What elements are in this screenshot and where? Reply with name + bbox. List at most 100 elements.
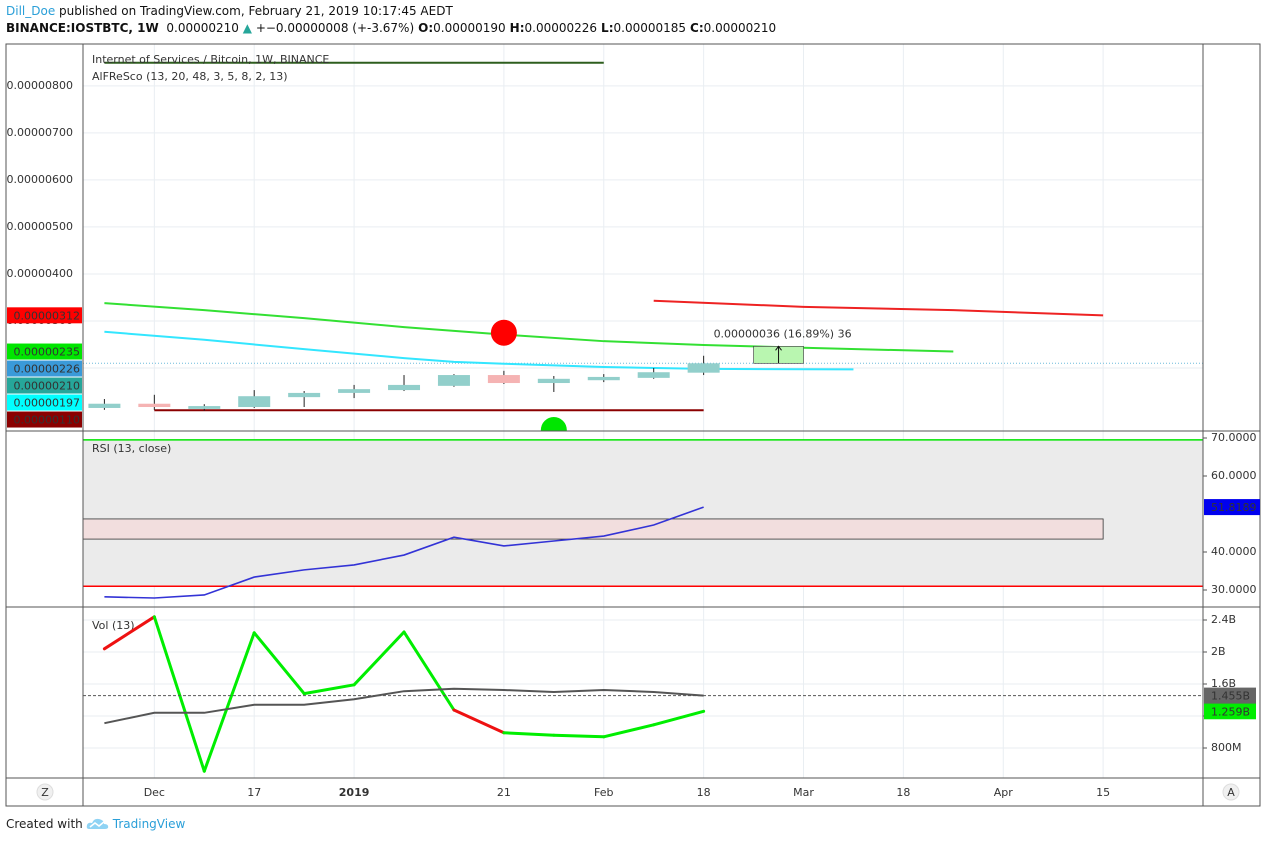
ohlc-item: O:0.00000190 (418, 21, 506, 35)
candle-body (437, 375, 470, 386)
ohlc-key: L: (601, 21, 614, 35)
price-label-box (7, 360, 82, 377)
last-value-label: 51.8189 (1211, 501, 1257, 514)
ohlc-item: H:0.00000226 (510, 21, 597, 35)
volume-segment (102, 615, 156, 651)
pane-title: Vol (13) (92, 619, 135, 632)
measure-arrow (775, 345, 782, 364)
y-tick-label: 0.00000500 (7, 220, 73, 233)
y-tick-label: 0.00000700 (7, 126, 73, 139)
volume-segment (252, 631, 306, 696)
ohlc-key: H: (509, 21, 525, 35)
volume-segment (302, 683, 356, 696)
y-tick-label: 2.4B (1211, 613, 1236, 626)
volume-segment (352, 630, 406, 687)
last-value-label: 1.259B (1211, 705, 1250, 718)
y-tick-label: 0.00000600 (7, 173, 73, 186)
footer-text: Created with (6, 817, 83, 831)
candle-body (188, 406, 221, 409)
x-tick-label: 17 (247, 786, 261, 799)
volume-pane: Vol (13) (83, 615, 1203, 773)
change-arrow: ▲ (242, 21, 252, 35)
price-pane: 0.00000036 (16.89%) 36 Internet of Servic… (83, 53, 1203, 431)
last-value-box (1204, 703, 1256, 720)
x-tick-label: Apr (994, 786, 1014, 799)
volume-segment (452, 708, 506, 735)
indicator-line (104, 330, 854, 371)
candle-body (537, 378, 570, 384)
candle-body (687, 363, 720, 373)
volume-segment (152, 615, 206, 773)
axis-layer: Z A Dec 17 2019 21 Feb 18 Mar 18 Apr 15 0.00000800… (5, 43, 1261, 807)
price-label-box (7, 307, 82, 324)
price-label-box (7, 377, 82, 394)
y-tick-label: 0.00000800 (7, 79, 73, 92)
published: published on TradingView.com, February 2… (59, 4, 453, 18)
candle-body (338, 389, 371, 393)
price-label: 0.00000226 (14, 363, 80, 376)
measure-label: 0.00000036 (16.89%) 36 (714, 327, 852, 340)
symbol: BINANCE:IOSTBTC, 1W (6, 21, 159, 35)
chart-title: Internet of Services / Bitcoin, 1W, BINA… (92, 53, 329, 66)
candle-body (288, 392, 321, 398)
ohlc-item: L:0.00000185 (601, 21, 686, 35)
candle-body (238, 396, 271, 408)
ohlc-item: C:0.00000210 (690, 21, 776, 35)
last: 0.00000210 (166, 21, 239, 35)
rsi-shade (83, 439, 1203, 587)
candle-body (587, 376, 620, 381)
ohlc-key: O: (418, 21, 434, 35)
brand[interactable]: TradingView (112, 817, 186, 831)
volume-average (104, 687, 704, 725)
candle-body (487, 375, 520, 384)
ohlc-value: 0.00000185 (613, 21, 687, 35)
y-tick-label: 800M (1211, 741, 1242, 754)
signal-marker (490, 319, 517, 346)
ohlc-key: C: (690, 21, 704, 35)
last-value-box (1204, 687, 1256, 704)
ohlc-value: 0.00000226 (524, 21, 598, 35)
x-tick-label: 18 (697, 786, 711, 799)
x-tick-label: 15 (1096, 786, 1110, 799)
candle-body (138, 403, 171, 408)
last-value-label: 1.455B (1211, 690, 1250, 703)
indicator-title: AlFReSco (13, 20, 48, 3, 5, 8, 2, 13) (92, 70, 288, 83)
price-label-box (7, 343, 82, 360)
candle-body (637, 372, 670, 378)
volume-segment (552, 733, 606, 739)
volume-segment (402, 630, 456, 712)
price-label: 0.00000235 (14, 346, 80, 359)
auto-label[interactable]: A (1227, 786, 1235, 799)
logo-line (89, 820, 106, 828)
x-tick-label: 2019 (339, 786, 370, 799)
candle-body (88, 403, 121, 408)
price-label: 0.00000210 (14, 380, 80, 393)
ohlc: O:0.00000190 H:0.00000226 L:0.00000185 C:0.… (414, 21, 776, 35)
symbol-line: BINANCE:IOSTBTC, 1W 0.00000210 ▲ +−0.000… (6, 21, 776, 35)
auto-button[interactable] (1222, 783, 1240, 801)
rsi-band (83, 518, 1104, 540)
change: +−0.00000008 (+-3.67%) (255, 21, 415, 35)
publish-line: Dill_Doe published on TradingView.com, F… (6, 4, 453, 18)
x-tick-label: 18 (896, 786, 910, 799)
indicator-line (653, 299, 1104, 317)
y-tick-label: 1.6B (1211, 677, 1236, 690)
y-tick-label: 30.0000 (1211, 583, 1257, 596)
y-tick-label: 70.0000 (1211, 431, 1257, 444)
zoom-label[interactable]: Z (41, 786, 49, 799)
y-tick-label: 60.0000 (1211, 469, 1257, 482)
y-tick-label: 0.00000400 (7, 267, 73, 280)
footer: Created with TradingView (6, 817, 185, 831)
price-label-box (7, 394, 82, 411)
ohlc-value: 0.00000210 (703, 21, 777, 35)
zoom-button[interactable] (36, 783, 54, 801)
author[interactable]: Dill_Doe (6, 4, 56, 18)
pane-title: RSI (13, close) (92, 442, 171, 455)
frame (5, 43, 1261, 807)
candle-body (388, 384, 421, 391)
volume-segment (502, 731, 556, 737)
last-value-box (1204, 499, 1260, 516)
y-tick-label: 2B (1211, 645, 1226, 658)
rsi-line (104, 506, 704, 599)
